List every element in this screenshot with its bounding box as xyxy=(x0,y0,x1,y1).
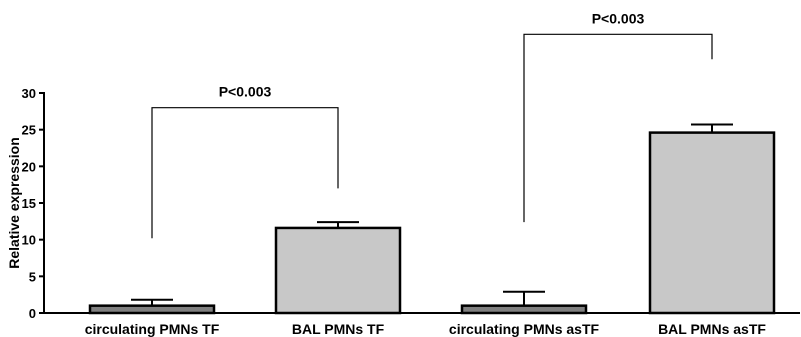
bar-4 xyxy=(648,131,776,315)
bar-3 xyxy=(460,304,588,315)
category-label: BAL PMNs asTF xyxy=(658,321,766,337)
significance-bracket xyxy=(151,107,339,239)
y-tick-label: 0 xyxy=(29,306,36,321)
y-axis-title: Relative expression xyxy=(6,137,22,269)
y-tick-label: 5 xyxy=(29,269,36,284)
y-tick-label: 25 xyxy=(22,123,36,138)
category-label: BAL PMNs TF xyxy=(292,321,385,337)
plot-area: 0 5 10 15 20 25 30 circulating PMNs TF BAL PMNs … xyxy=(22,10,800,337)
category-label: circulating PMNs asTF xyxy=(449,321,600,337)
y-tick-label: 30 xyxy=(22,86,36,101)
bar-2 xyxy=(274,226,402,315)
y-tick-label: 20 xyxy=(22,159,36,174)
y-tick-label: 10 xyxy=(22,233,36,248)
bar-1 xyxy=(88,304,216,315)
y-tick-label: 15 xyxy=(22,196,36,211)
significance-label: P<0.003 xyxy=(219,84,272,100)
category-label: circulating PMNs TF xyxy=(85,321,220,337)
significance-label: P<0.003 xyxy=(592,10,645,26)
significance-bracket xyxy=(523,33,713,223)
